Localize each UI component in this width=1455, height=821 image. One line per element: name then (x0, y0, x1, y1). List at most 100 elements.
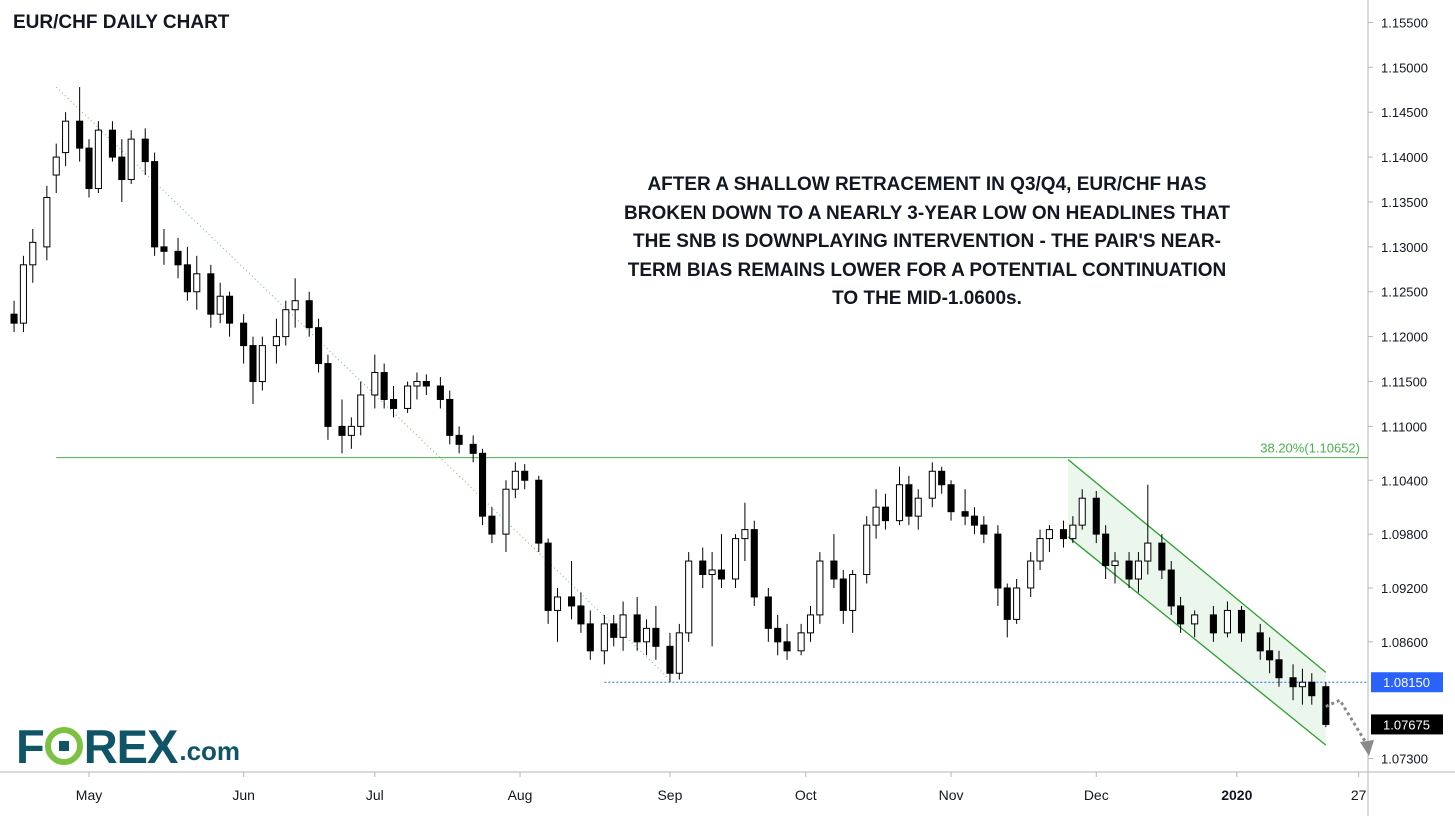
candlestick (455, 426, 463, 454)
y-tick-label: 1.14500 (1381, 105, 1428, 120)
y-tick-label: 1.12000 (1381, 330, 1428, 345)
candle-body (1078, 497, 1086, 526)
candle-body (961, 511, 969, 517)
candlestick (380, 363, 388, 409)
candlestick (305, 291, 313, 337)
candlestick (291, 278, 299, 328)
candlestick (1045, 525, 1053, 553)
candle-body (1275, 659, 1283, 679)
candle-body (404, 385, 412, 409)
candle-body (600, 623, 608, 652)
candle-body (731, 538, 740, 580)
candle-body (324, 363, 332, 427)
candlestick (521, 464, 529, 490)
candlestick (928, 462, 936, 508)
candlestick (19, 255, 27, 333)
candle-body (928, 470, 936, 499)
candle-body (357, 394, 365, 427)
candlestick (118, 139, 126, 202)
candlestick (980, 516, 988, 544)
candle-body (389, 398, 398, 409)
candlestick (685, 552, 693, 642)
candle-body (863, 524, 871, 576)
candle-body (118, 156, 126, 181)
candle-body (849, 574, 857, 611)
candle-body (76, 120, 84, 149)
candle-body (207, 273, 215, 315)
candle-body (511, 470, 519, 490)
candlestick (675, 623, 683, 680)
candlestick (160, 228, 168, 265)
candlestick (914, 489, 922, 530)
candle-body (446, 398, 454, 436)
candlestick (422, 374, 430, 395)
candle-body (994, 533, 1002, 589)
candle-body (436, 385, 444, 400)
candle-body (305, 300, 313, 329)
candle-body (315, 327, 323, 365)
last-price-label: 1.07675 (1383, 717, 1430, 732)
projection-arrow-line (1325, 698, 1370, 747)
candlestick (577, 592, 585, 633)
y-tick-label: 1.09800 (1381, 527, 1428, 542)
y-tick-label: 1.13500 (1381, 195, 1428, 210)
candlestick (226, 291, 234, 337)
x-tick-label: 2020 (1221, 787, 1252, 803)
candlestick (10, 300, 18, 333)
y-tick-label: 1.09200 (1381, 581, 1428, 596)
candlestick (29, 228, 37, 283)
candlestick (1237, 605, 1246, 642)
logo-text-left: F (16, 719, 45, 773)
candle-body (764, 596, 772, 629)
candle-body (685, 560, 693, 634)
candlestick (404, 381, 412, 413)
candlestick (1134, 552, 1142, 593)
candle-body (577, 605, 585, 625)
x-tick-label: Aug (508, 787, 533, 803)
candle-body (1266, 650, 1274, 661)
logo-coin-icon (44, 727, 83, 765)
annotation-line: TERM BIAS REMAINS LOWER FOR A POTENTIAL … (627, 259, 1227, 281)
candle-body (652, 627, 660, 647)
candle-body (29, 241, 37, 266)
candle-body (183, 264, 191, 293)
candle-body (806, 614, 815, 634)
candle-body (455, 434, 463, 445)
candlestick (839, 570, 847, 624)
y-tick-label: 1.10400 (1381, 473, 1428, 488)
candlestick (881, 493, 889, 530)
candlestick (600, 614, 608, 665)
candle-body (970, 515, 979, 526)
candlestick (174, 237, 182, 279)
candlestick (816, 552, 824, 624)
candle-body (666, 645, 674, 674)
candle-body (783, 641, 791, 652)
candlestick (347, 417, 355, 449)
candlestick (258, 336, 266, 391)
candle-body (272, 336, 280, 347)
candlestick (666, 632, 674, 683)
candlestick (108, 121, 116, 162)
candlestick (961, 489, 969, 526)
candlestick (357, 381, 365, 436)
candle-body (938, 470, 946, 486)
candle-body (914, 497, 922, 517)
candlestick (1158, 534, 1166, 579)
candle-body (52, 156, 60, 176)
candle-body (544, 542, 552, 611)
candle-body (151, 161, 159, 248)
candlestick (1167, 561, 1175, 615)
candlestick (324, 354, 332, 440)
candle-body (610, 623, 618, 638)
candlestick (488, 507, 496, 544)
candlestick (1191, 610, 1199, 638)
candlestick (849, 570, 857, 633)
candlestick (1266, 637, 1274, 674)
candlestick (731, 534, 740, 588)
candle-body (521, 470, 529, 481)
forex-logo: F REX .com (16, 720, 240, 773)
candlestick (797, 623, 805, 656)
candle-body (642, 627, 651, 643)
